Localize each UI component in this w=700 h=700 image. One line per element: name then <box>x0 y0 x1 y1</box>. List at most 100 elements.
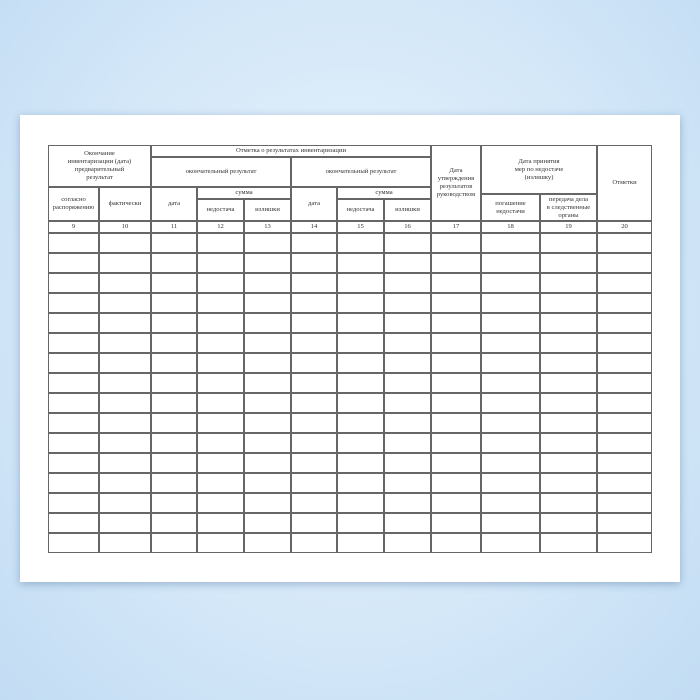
table-cell[interactable] <box>151 453 197 473</box>
table-cell[interactable] <box>597 333 652 353</box>
table-cell[interactable] <box>384 393 431 413</box>
table-cell[interactable] <box>597 413 652 433</box>
table-cell[interactable] <box>48 533 99 553</box>
table-cell[interactable] <box>244 533 291 553</box>
table-cell[interactable] <box>431 433 481 453</box>
table-cell[interactable] <box>291 333 337 353</box>
table-cell[interactable] <box>291 393 337 413</box>
table-cell[interactable] <box>244 293 291 313</box>
table-cell[interactable] <box>197 233 244 253</box>
table-cell[interactable] <box>481 233 540 253</box>
table-cell[interactable] <box>597 273 652 293</box>
table-cell[interactable] <box>197 413 244 433</box>
table-cell[interactable] <box>337 393 384 413</box>
table-cell[interactable] <box>244 393 291 413</box>
table-cell[interactable] <box>99 253 151 273</box>
table-cell[interactable] <box>597 533 652 553</box>
table-cell[interactable] <box>597 253 652 273</box>
table-cell[interactable] <box>48 253 99 273</box>
table-cell[interactable] <box>151 253 197 273</box>
table-cell[interactable] <box>48 373 99 393</box>
table-cell[interactable] <box>481 313 540 333</box>
table-cell[interactable] <box>597 233 652 253</box>
table-cell[interactable] <box>431 253 481 273</box>
table-cell[interactable] <box>291 253 337 273</box>
table-cell[interactable] <box>481 433 540 453</box>
table-cell[interactable] <box>244 513 291 533</box>
table-cell[interactable] <box>431 493 481 513</box>
table-cell[interactable] <box>597 313 652 333</box>
table-cell[interactable] <box>384 333 431 353</box>
table-cell[interactable] <box>151 353 197 373</box>
table-cell[interactable] <box>48 353 99 373</box>
table-cell[interactable] <box>431 513 481 533</box>
table-cell[interactable] <box>99 293 151 313</box>
table-cell[interactable] <box>431 453 481 473</box>
table-cell[interactable] <box>48 273 99 293</box>
table-cell[interactable] <box>197 333 244 353</box>
table-cell[interactable] <box>48 233 99 253</box>
table-cell[interactable] <box>384 493 431 513</box>
table-cell[interactable] <box>481 413 540 433</box>
table-cell[interactable] <box>337 513 384 533</box>
table-cell[interactable] <box>291 453 337 473</box>
table-cell[interactable] <box>48 413 99 433</box>
table-cell[interactable] <box>151 333 197 353</box>
table-cell[interactable] <box>99 493 151 513</box>
table-cell[interactable] <box>337 533 384 553</box>
table-cell[interactable] <box>337 273 384 293</box>
table-cell[interactable] <box>431 313 481 333</box>
table-cell[interactable] <box>197 353 244 373</box>
table-cell[interactable] <box>151 413 197 433</box>
table-cell[interactable] <box>337 353 384 373</box>
table-cell[interactable] <box>431 393 481 413</box>
table-cell[interactable] <box>291 373 337 393</box>
table-cell[interactable] <box>48 493 99 513</box>
table-cell[interactable] <box>384 473 431 493</box>
table-cell[interactable] <box>384 453 431 473</box>
table-cell[interactable] <box>48 473 99 493</box>
table-cell[interactable] <box>481 393 540 413</box>
table-cell[interactable] <box>431 413 481 433</box>
table-cell[interactable] <box>540 433 597 453</box>
table-cell[interactable] <box>384 353 431 373</box>
table-cell[interactable] <box>48 513 99 533</box>
table-cell[interactable] <box>151 393 197 413</box>
table-cell[interactable] <box>244 333 291 353</box>
table-cell[interactable] <box>291 353 337 373</box>
table-cell[interactable] <box>431 373 481 393</box>
table-cell[interactable] <box>337 313 384 333</box>
table-cell[interactable] <box>540 293 597 313</box>
table-cell[interactable] <box>337 453 384 473</box>
table-cell[interactable] <box>481 513 540 533</box>
table-cell[interactable] <box>337 233 384 253</box>
table-cell[interactable] <box>244 313 291 333</box>
table-cell[interactable] <box>291 473 337 493</box>
table-cell[interactable] <box>99 373 151 393</box>
table-cell[interactable] <box>481 453 540 473</box>
table-cell[interactable] <box>244 433 291 453</box>
table-cell[interactable] <box>48 333 99 353</box>
table-cell[interactable] <box>481 493 540 513</box>
table-cell[interactable] <box>597 353 652 373</box>
table-cell[interactable] <box>291 293 337 313</box>
table-cell[interactable] <box>99 453 151 473</box>
table-cell[interactable] <box>244 253 291 273</box>
table-cell[interactable] <box>384 533 431 553</box>
table-cell[interactable] <box>431 533 481 553</box>
table-cell[interactable] <box>151 313 197 333</box>
table-cell[interactable] <box>597 293 652 313</box>
table-cell[interactable] <box>197 513 244 533</box>
table-cell[interactable] <box>151 513 197 533</box>
table-cell[interactable] <box>48 453 99 473</box>
table-cell[interactable] <box>384 413 431 433</box>
table-cell[interactable] <box>431 353 481 373</box>
table-cell[interactable] <box>244 273 291 293</box>
table-cell[interactable] <box>481 353 540 373</box>
table-cell[interactable] <box>244 373 291 393</box>
table-cell[interactable] <box>337 333 384 353</box>
table-cell[interactable] <box>540 493 597 513</box>
table-cell[interactable] <box>540 313 597 333</box>
table-cell[interactable] <box>99 433 151 453</box>
table-cell[interactable] <box>244 353 291 373</box>
